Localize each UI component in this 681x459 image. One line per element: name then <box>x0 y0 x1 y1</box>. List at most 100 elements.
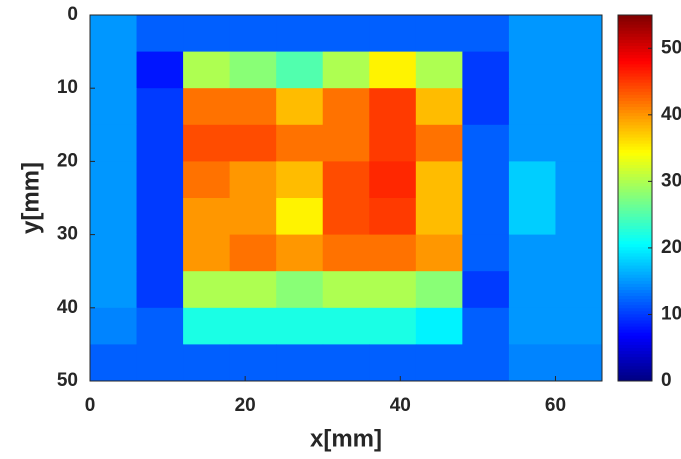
heat-cell <box>462 271 509 308</box>
heat-cell <box>509 235 556 272</box>
heat-cell <box>555 15 602 52</box>
heat-cell <box>183 52 230 89</box>
heat-cell <box>416 15 463 52</box>
heat-cell <box>137 88 184 125</box>
colorbar-step <box>618 262 652 266</box>
heat-cell <box>137 271 184 308</box>
heat-cell <box>509 198 556 235</box>
colorbar-tick-label: 10 <box>661 303 681 324</box>
colorbar-step <box>618 161 652 165</box>
x-tick-label: 20 <box>235 395 256 416</box>
heat-cell <box>323 235 370 272</box>
heat-cell <box>90 161 137 198</box>
heat-cell <box>276 15 323 52</box>
heat-cell <box>416 198 463 235</box>
colorbar-step <box>618 225 652 229</box>
heat-cell <box>462 125 509 162</box>
colorbar-step <box>618 183 652 187</box>
y-tick-label: 0 <box>67 4 78 25</box>
colorbar-step <box>618 27 652 31</box>
colorbar-step <box>618 326 652 330</box>
colorbar-step <box>618 107 652 111</box>
colorbar-step <box>618 250 652 254</box>
colorbar-step <box>618 110 652 114</box>
colorbar-step <box>618 253 652 257</box>
heat-cell <box>276 344 323 381</box>
colorbar-step <box>618 88 652 92</box>
colorbar-step <box>618 146 652 150</box>
y-tick-label: 20 <box>57 150 78 171</box>
heat-cell <box>555 161 602 198</box>
heat-cell <box>416 271 463 308</box>
colorbar-step <box>618 64 652 68</box>
heat-cell <box>416 88 463 125</box>
colorbar-step <box>618 259 652 263</box>
heat-cell <box>555 52 602 89</box>
heat-cell <box>137 344 184 381</box>
heat-cell <box>276 271 323 308</box>
colorbar-step <box>618 366 652 370</box>
colorbar-step <box>618 293 652 297</box>
heat-cell <box>416 161 463 198</box>
colorbar-step <box>618 360 652 364</box>
colorbar-step <box>618 137 652 141</box>
colorbar-step <box>618 67 652 71</box>
heat-cell <box>230 15 277 52</box>
heat-cell <box>509 344 556 381</box>
heat-cell <box>462 235 509 272</box>
heat-cell <box>137 235 184 272</box>
heat-cell <box>323 88 370 125</box>
colorbar-step <box>618 210 652 214</box>
heat-cell <box>555 344 602 381</box>
colorbar-step <box>618 375 652 379</box>
colorbar-step <box>618 149 652 153</box>
heat-cell <box>369 344 416 381</box>
heat-cell <box>509 125 556 162</box>
colorbar-step <box>618 244 652 248</box>
heat-cell <box>555 125 602 162</box>
heat-cell <box>90 235 137 272</box>
y-axis-label: y[mm] <box>17 162 44 234</box>
colorbar-step <box>618 140 652 144</box>
x-axis-label: x[mm] <box>310 425 382 452</box>
colorbar-step <box>618 158 652 162</box>
heat-cell <box>90 52 137 89</box>
heat-cell <box>416 235 463 272</box>
heat-cell <box>90 88 137 125</box>
heat-cell <box>509 271 556 308</box>
colorbar-step <box>618 372 652 376</box>
heat-cell <box>369 308 416 345</box>
colorbar-step <box>618 73 652 77</box>
heat-cell <box>369 52 416 89</box>
colorbar-step <box>618 338 652 342</box>
heat-cell <box>555 198 602 235</box>
colorbar-step <box>618 204 652 208</box>
heat-cell <box>509 161 556 198</box>
colorbar-step <box>618 42 652 46</box>
colorbar-step <box>618 15 652 19</box>
colorbar-step <box>618 76 652 80</box>
colorbar-step <box>618 125 652 129</box>
x-tick-label: 60 <box>545 395 566 416</box>
colorbar-step <box>618 39 652 43</box>
heat-cell <box>369 161 416 198</box>
colorbar-step <box>618 247 652 251</box>
heat-cell <box>416 125 463 162</box>
heat-cell <box>183 161 230 198</box>
colorbar-tick-label: 30 <box>661 170 681 191</box>
heat-cell <box>230 271 277 308</box>
heat-cell <box>90 198 137 235</box>
heat-cell <box>183 344 230 381</box>
colorbar-step <box>618 323 652 327</box>
colorbar-step <box>618 219 652 223</box>
heat-cell <box>462 344 509 381</box>
heat-cell <box>509 15 556 52</box>
y-tick-label: 40 <box>57 297 78 318</box>
heat-cell <box>323 15 370 52</box>
colorbar-step <box>618 155 652 159</box>
chart: x[mm] y[mm] 0204060010203040500102030405… <box>0 0 681 459</box>
colorbar-step <box>618 280 652 284</box>
colorbar-step <box>618 317 652 321</box>
heat-cell <box>555 308 602 345</box>
colorbar-step <box>618 302 652 306</box>
